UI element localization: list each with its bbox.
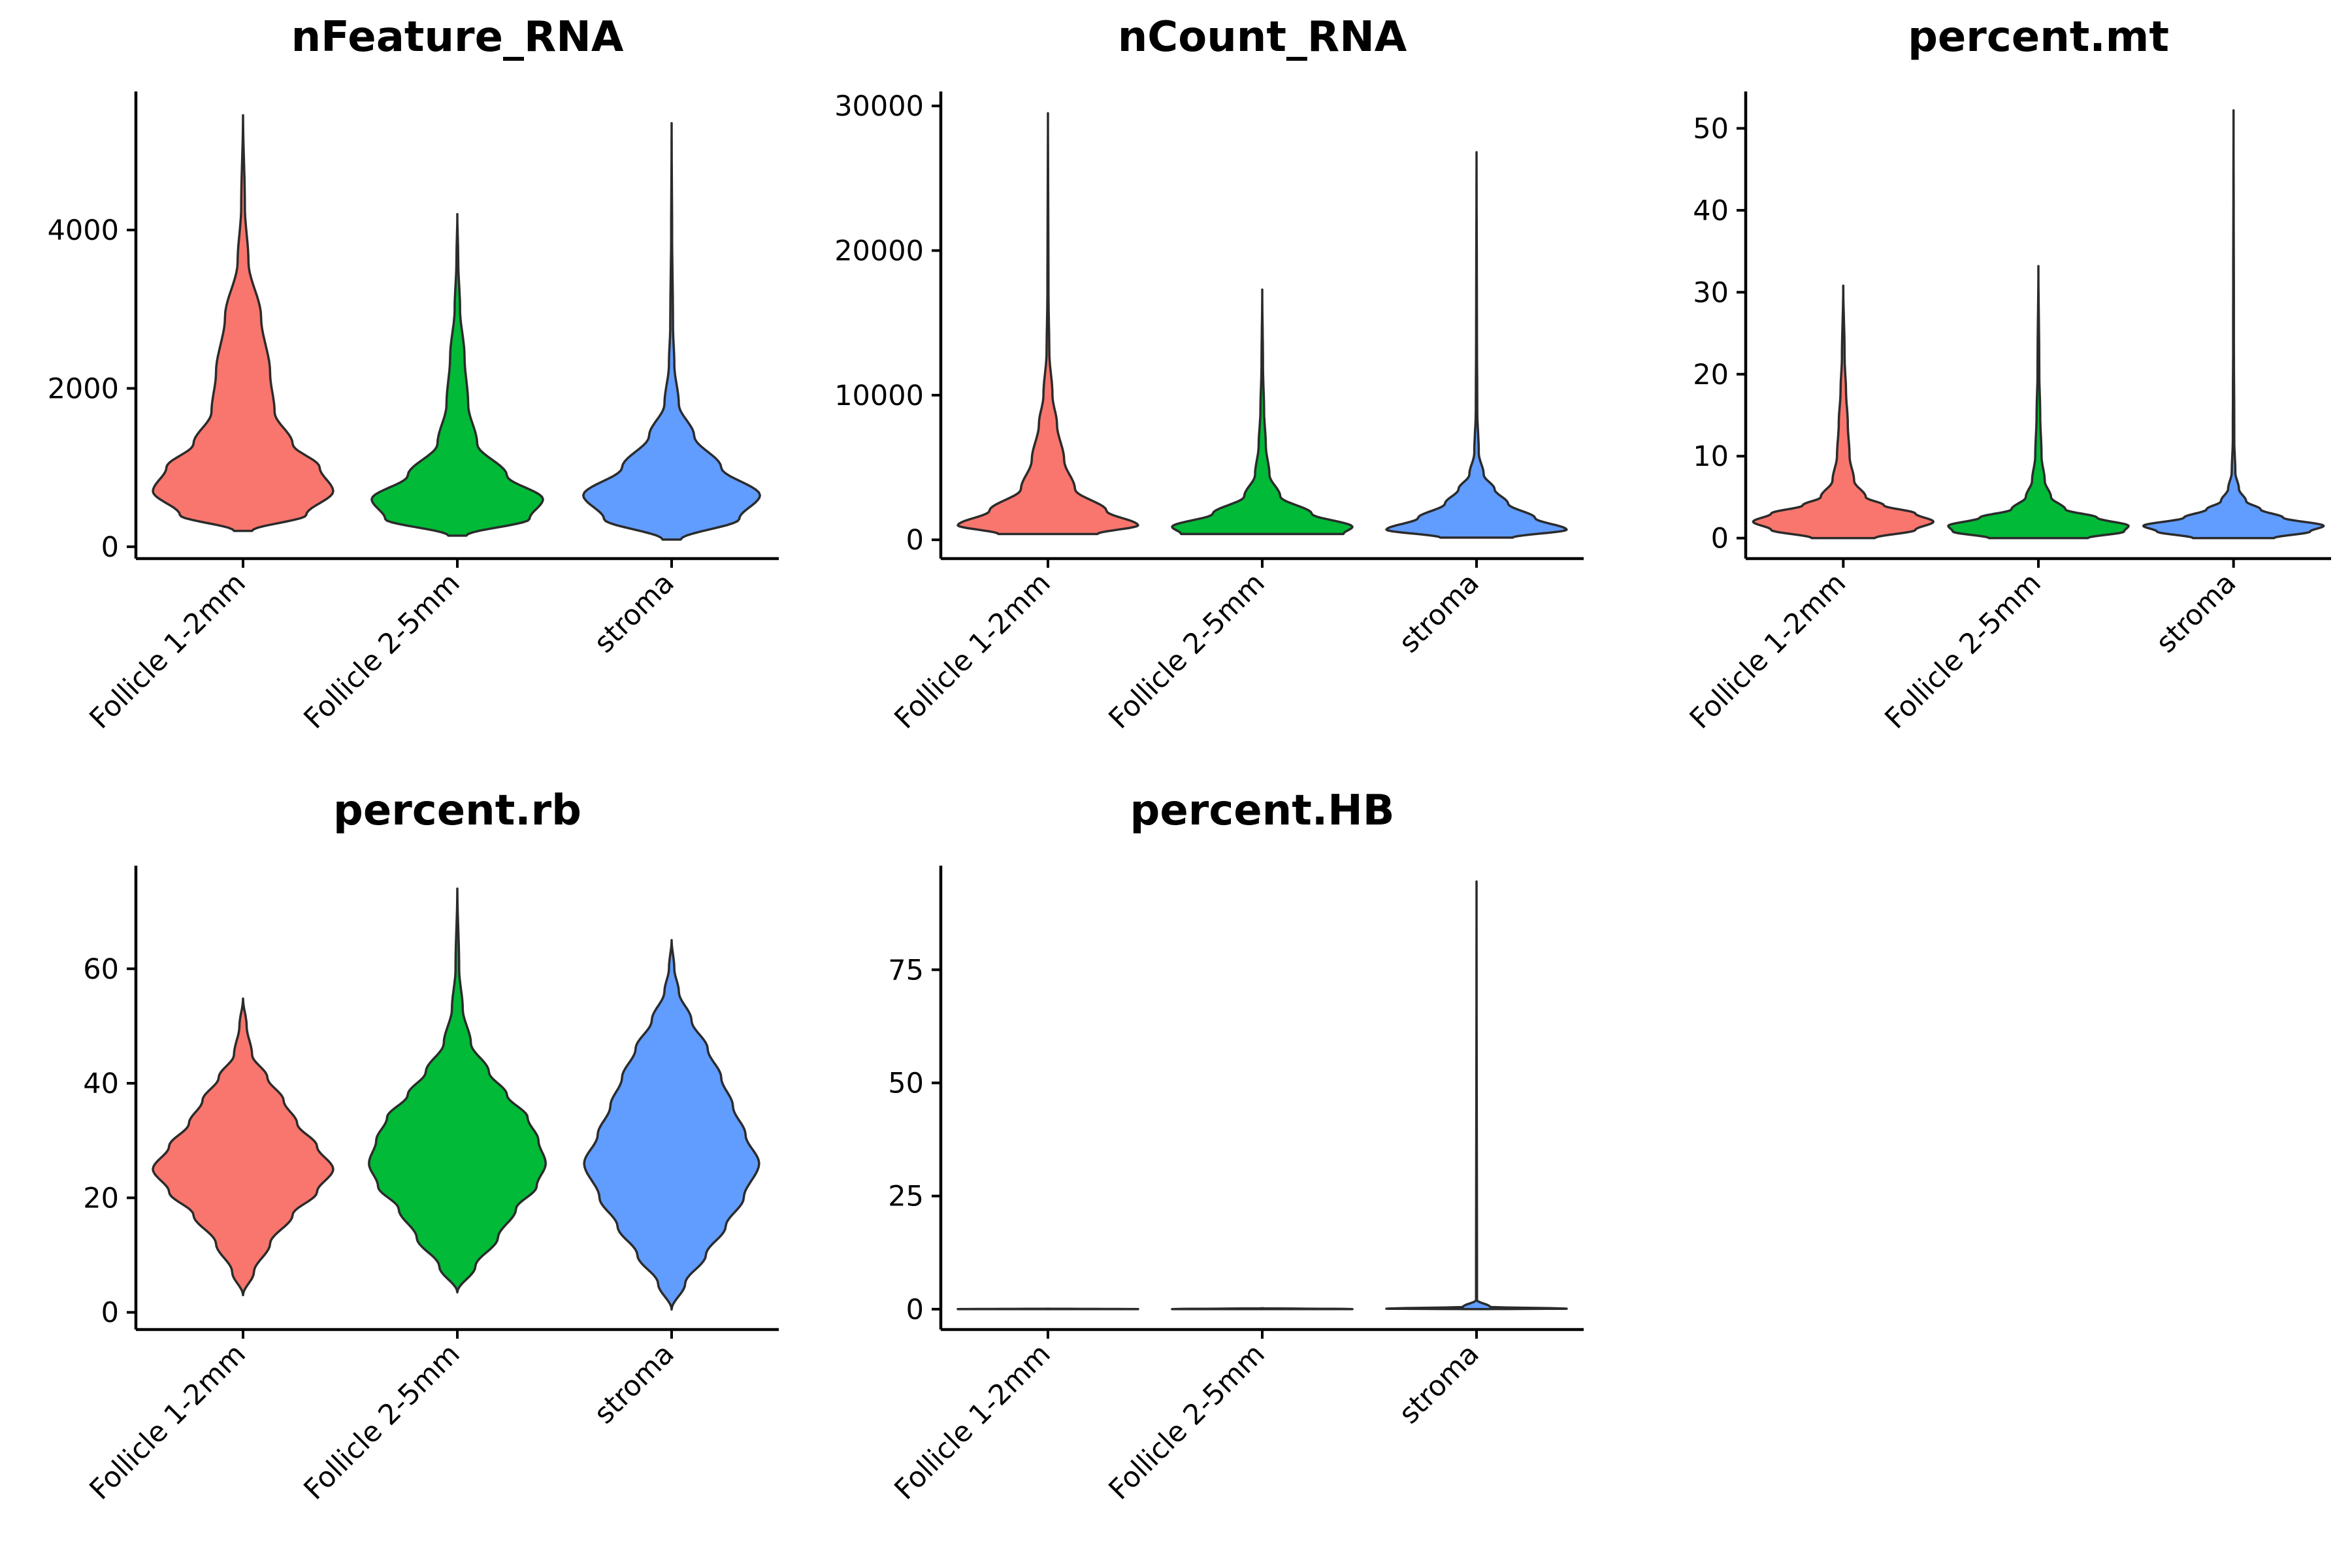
x-tick-label: Follicle 1-2mm (889, 566, 1057, 735)
violin-follicle-2-5mm (1947, 265, 2130, 540)
panel-percent-mt: percent.mt 0 10 20 30 40 50 Follicle 1-2mm Folli… (1684, 13, 2331, 736)
panel-percent-hb: percent.HB 0 25 50 75 Follicle 1-2mm Follicle … (888, 787, 1584, 1507)
y-tick-label: 60 (83, 953, 119, 986)
y-tick-label: 75 (888, 954, 924, 987)
panel-ncount-rna: nCount_RNA 0 10000 20000 30000 Follicle 1-2mm… (834, 13, 1584, 736)
x-tick-label: stroma (2150, 566, 2243, 659)
y-tick-label: 0 (101, 1297, 119, 1330)
y-tick-label: 0 (906, 524, 924, 557)
violin-follicle-1-2mm (152, 114, 335, 532)
panel-title: percent.mt (1908, 13, 2169, 61)
y-tick-label: 20000 (834, 235, 924, 267)
y-tick-label: 0 (101, 531, 119, 564)
violin-stroma (582, 122, 761, 541)
x-tick-label: stroma (588, 1337, 681, 1430)
x-tick-label: Follicle 1-2mm (889, 1337, 1057, 1506)
y-tick-label: 20 (83, 1182, 119, 1215)
y-tick-label: 20 (1693, 359, 1729, 391)
y-tick-label: 2000 (48, 372, 119, 405)
y-tick-label: 10 (1693, 440, 1729, 473)
y-tick-label: 0 (1711, 523, 1729, 555)
x-tick-label: stroma (1393, 1337, 1486, 1430)
y-tick-label: 50 (888, 1067, 924, 1100)
panel-title: nFeature_RNA (291, 13, 624, 61)
panel-nfeature-rna: nFeature_RNA 0 2000 4000 Follicle 1-2mm Folli… (48, 13, 779, 736)
x-tick-label: stroma (1393, 566, 1486, 659)
y-tick-label: 40 (1693, 195, 1729, 227)
x-tick-label: Follicle 1-2mm (84, 1337, 252, 1506)
y-tick-label: 0 (906, 1294, 924, 1326)
violin-follicle-2-5mm (1171, 1307, 1354, 1311)
x-tick-label: Follicle 2-5mm (298, 566, 466, 735)
y-tick-label: 30000 (834, 90, 924, 123)
panel-title: nCount_RNA (1118, 13, 1407, 61)
x-tick-label: stroma (588, 566, 681, 659)
x-tick-label: Follicle 2-5mm (298, 1337, 466, 1506)
violin-stroma (1385, 151, 1568, 539)
y-tick-label: 50 (1693, 112, 1729, 145)
violin-follicle-1-2mm (956, 112, 1139, 536)
violin-follicle-2-5mm (370, 213, 544, 537)
y-tick-label: 40 (83, 1068, 119, 1100)
violin-follicle-1-2mm (1752, 284, 1935, 540)
x-tick-label: Follicle 2-5mm (1879, 566, 2048, 735)
violin-follicle-2-5mm (368, 887, 547, 1294)
violin-stroma (2142, 109, 2325, 540)
x-tick-label: Follicle 2-5mm (1103, 1337, 1271, 1506)
y-tick-label: 10000 (834, 380, 924, 412)
x-tick-label: Follicle 2-5mm (1103, 566, 1271, 735)
y-tick-label: 30 (1693, 276, 1729, 309)
x-tick-label: Follicle 1-2mm (84, 566, 252, 735)
violin-stroma (583, 939, 760, 1311)
panel-percent-rb: percent.rb 0 20 40 60 Follicle 1-2mm Follicle … (83, 787, 779, 1507)
y-tick-label: 25 (888, 1181, 924, 1213)
panel-title: percent.rb (333, 787, 581, 835)
violin-stroma (1385, 880, 1568, 1311)
x-tick-label: Follicle 1-2mm (1684, 566, 1852, 735)
violin-follicle-1-2mm (152, 997, 335, 1297)
y-tick-label: 4000 (48, 214, 119, 247)
panel-title: percent.HB (1130, 787, 1395, 835)
violin-follicle-2-5mm (1171, 288, 1354, 536)
